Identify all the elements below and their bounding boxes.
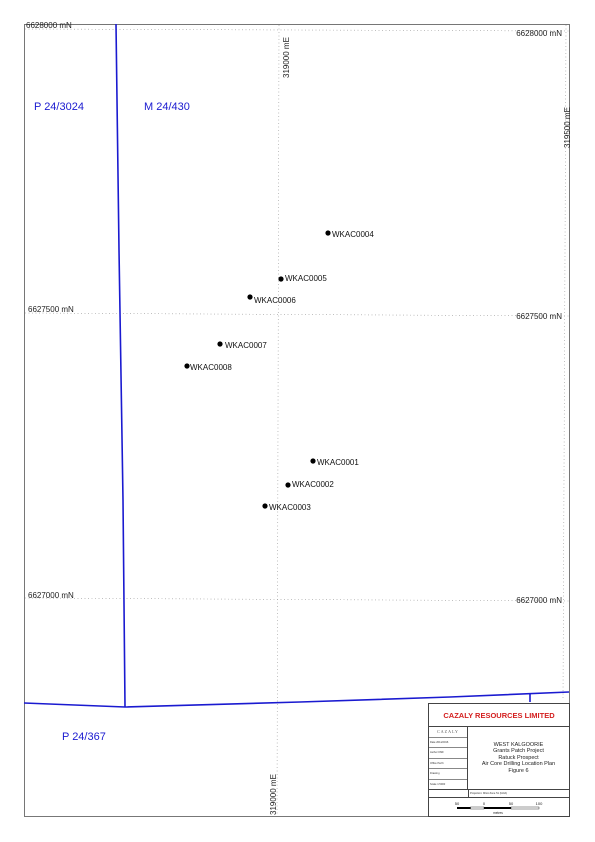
field-date: Date 2011/2016	[429, 738, 467, 748]
tenement-labels: P 24/3024 M 24/430 P 24/367	[34, 101, 190, 743]
grid-line-6627500	[24, 312, 570, 317]
scale-segment	[470, 806, 485, 810]
scale-unit: metres	[493, 811, 503, 815]
easting-label-bottom-319000: 319000 mE	[269, 774, 278, 815]
scale-tick-label: 50	[509, 801, 514, 806]
tenement-label-p24-367: P 24/367	[62, 731, 106, 743]
scale-tick-label: 0	[483, 801, 486, 806]
drill-hole-label: WKAC0005	[285, 274, 327, 283]
northing-label-left-6627000: 6627000 mN	[28, 591, 74, 600]
title-block-body: CAZALY Date 2011/2016 Author KMF Office …	[429, 727, 569, 790]
drill-hole[interactable]: WKAC0008	[184, 363, 232, 372]
drill-hole-label: WKAC0004	[332, 230, 374, 239]
northing-labels: 6628000 mN 6628000 mN 6627500 mN 6627500…	[26, 21, 562, 605]
map-frame	[24, 24, 570, 817]
logo-text: CAZALY	[437, 729, 459, 735]
drill-hole-label: WKAC0006	[254, 296, 296, 305]
title-project: Grants Patch Project	[493, 748, 544, 755]
title-region: WEST KALGOORIE	[493, 741, 544, 748]
field-office: Office Perth	[429, 759, 467, 769]
drill-hole-label: WKAC0008	[190, 363, 232, 372]
scale-segment	[484, 807, 511, 809]
drill-hole[interactable]: WKAC0006	[247, 294, 296, 305]
tenement-label-m24-430: M 24/430	[144, 101, 190, 113]
title-plan: Air Core Drilling Location Plan	[481, 761, 556, 768]
drill-hole[interactable]: WKAC0007	[217, 341, 267, 350]
drill-holes: WKAC0004 WKAC0005 WKAC0006 WKAC0007 WKAC…	[184, 230, 374, 512]
drill-hole[interactable]: WKAC0005	[278, 274, 327, 283]
drill-hole-marker[interactable]	[285, 482, 291, 488]
title-block: CAZALY RESOURCES LIMITED CAZALY Date 201…	[428, 703, 570, 817]
drill-hole[interactable]: WKAC0004	[325, 230, 374, 239]
drill-hole-label: WKAC0002	[292, 480, 334, 489]
northing-label-left-6628000: 6628000 mN	[26, 21, 72, 30]
projection-text: Projection: MGA Zone 51 (GDA)	[470, 792, 508, 795]
grid-line-6627000	[24, 597, 570, 602]
scale-segment	[510, 806, 540, 810]
scale-tick-label: 50	[455, 801, 460, 806]
company-logo: CAZALY	[429, 727, 467, 738]
drill-hole[interactable]: WKAC0003	[262, 503, 311, 512]
drill-hole-marker[interactable]	[262, 503, 268, 509]
title-prospect: Ratuck Prospect	[498, 754, 539, 761]
grid-line-319000	[276, 24, 280, 817]
grid-line-6628000	[24, 28, 570, 32]
drill-hole-label: WKAC0003	[269, 503, 311, 512]
drill-hole-label: WKAC0007	[225, 341, 267, 350]
drill-hole[interactable]: WKAC0001	[310, 458, 359, 467]
field-author: Author KMF	[429, 748, 467, 759]
drill-hole-marker[interactable]	[217, 341, 223, 347]
title-block-fields: CAZALY Date 2011/2016 Author KMF Office …	[429, 727, 468, 789]
grid-line-319500	[562, 24, 567, 701]
drill-hole-label: WKAC0001	[317, 458, 359, 467]
tenement-label-p24-3024: P 24/3024	[34, 101, 84, 113]
boundary-south	[23, 691, 570, 708]
scale-tick-label: 100	[536, 801, 543, 806]
easting-label-top-319000: 319000 mE	[282, 37, 291, 78]
northing-label-left-6627500: 6627500 mN	[28, 305, 74, 314]
easting-labels: 319000 mE 319000 mE 319500 mE	[269, 37, 572, 815]
map-titles: WEST KALGOORIE Grants Patch Project Ratu…	[468, 727, 569, 789]
northing-label-right-6627500: 6627500 mN	[516, 312, 562, 321]
easting-label-319500: 319500 mE	[563, 107, 572, 148]
northing-label-right-6628000: 6628000 mN	[516, 29, 562, 38]
boundary-west	[115, 23, 126, 708]
scale-segment	[457, 807, 471, 809]
drill-hole-marker[interactable]	[247, 294, 253, 300]
scale-area: 50 0 50 100 metres	[429, 798, 569, 820]
projection-spacer	[429, 790, 469, 797]
drill-hole-marker[interactable]	[310, 458, 316, 464]
drill-hole[interactable]: WKAC0002	[285, 480, 334, 489]
title-figure: Figure 6	[508, 767, 529, 774]
company-name: CAZALY RESOURCES LIMITED	[429, 704, 569, 727]
drill-hole-marker[interactable]	[325, 230, 331, 236]
northing-label-right-6627000: 6627000 mN	[516, 596, 562, 605]
grid-lines	[24, 24, 570, 817]
tenement-boundaries	[23, 23, 570, 708]
drill-hole-marker[interactable]	[278, 276, 284, 282]
projection-row: Projection: MGA Zone 51 (GDA)	[429, 790, 569, 798]
field-drawing: Drawing	[429, 769, 467, 780]
scale-bar: 50 0 50 100 metres	[455, 801, 543, 815]
field-scale: Scale 1:5000	[430, 782, 446, 786]
drill-hole-marker[interactable]	[184, 363, 190, 369]
